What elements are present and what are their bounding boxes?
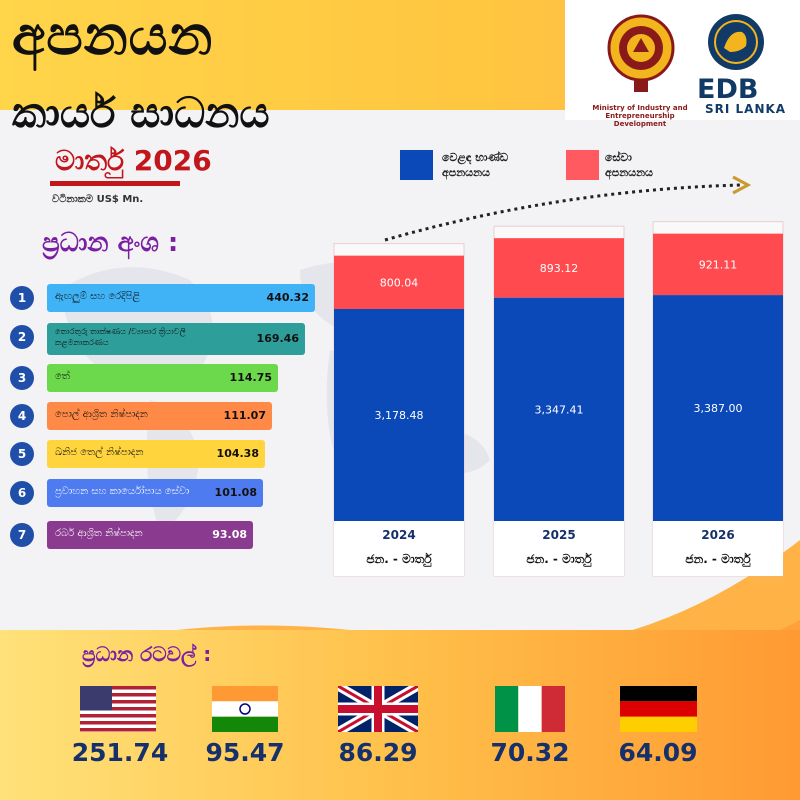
bar-merchandise-2026: [653, 295, 783, 521]
bar-services-2024: [334, 255, 464, 309]
country-value-uk: 86.29: [338, 738, 418, 767]
germany-flag-icon: [620, 686, 697, 732]
category-period-label: ජන. - මාර්තු: [366, 552, 432, 567]
sector-value: 114.75: [229, 371, 272, 384]
sector-bar: ඛනිජ තෙල් නිෂ්පාදන 104.38: [47, 440, 265, 468]
sector-value: 104.38: [216, 447, 259, 460]
legend-services-swatch: [566, 150, 599, 180]
bar-merchandise-2024: [334, 309, 464, 521]
sector-label: ඛනිජ තෙල් නිෂ්පාදන: [55, 447, 144, 458]
sector-value: 440.32: [266, 291, 309, 304]
uk-flag-icon: [338, 686, 418, 732]
bar-services-label: 893.12: [540, 262, 579, 275]
italy-flag-icon: [495, 686, 565, 732]
legend-merchandise-swatch: [400, 150, 433, 180]
edb-logo-icon: [708, 14, 764, 70]
category-period-label: ජන. - මාර්තු: [685, 552, 751, 567]
category-label-box: [653, 521, 783, 576]
category-year-label: 2024: [382, 528, 415, 542]
sector-bar: රබර් ආශ්‍රිත නිෂ්පාදන 93.08: [47, 521, 253, 549]
category-label-box: [334, 521, 464, 576]
sector-value: 93.08: [212, 528, 247, 541]
country-value-india: 95.47: [205, 738, 285, 767]
country-value-usa: 251.74: [71, 738, 169, 767]
bar-services-label: 800.04: [380, 276, 419, 289]
category-year-label: 2025: [542, 528, 575, 542]
bar-merchandise-label: 3,178.48: [375, 409, 424, 422]
bar-merchandise-label: 3,387.00: [694, 402, 743, 415]
category-label-box: [494, 521, 624, 576]
sector-label: පොල් ආශ්‍රිත නිෂ්පාදන: [55, 409, 148, 420]
trend-arrow-head: [732, 175, 752, 195]
sector-number: 1: [10, 286, 34, 310]
sector-bar: පොල් ආශ්‍රිත නිෂ්පාදන 111.07: [47, 402, 272, 430]
bar-services-2025: [494, 238, 624, 298]
usa-flag-icon: [80, 686, 156, 732]
period-label: මාර්තු 2026: [55, 144, 212, 177]
country-value-italy: 70.32: [490, 738, 570, 767]
category-period-label: ජන. - මාර්තු: [526, 552, 592, 567]
bar-merchandise-2025: [494, 297, 624, 521]
page-title: අපනයන: [12, 4, 214, 67]
sector-value: 101.08: [214, 486, 257, 499]
sector-value: 169.46: [256, 332, 299, 345]
edb-logo-text: EDB: [697, 74, 759, 105]
logo-panel: [565, 0, 800, 120]
bar-services-2026: [653, 233, 783, 296]
sri-lanka-emblem-logo: [607, 14, 675, 92]
bar-merchandise-label: 3,347.41: [535, 403, 584, 416]
ministry-logo-text: Ministry of Industry and Entrepreneurshi…: [592, 104, 688, 128]
sector-number: 4: [10, 404, 34, 428]
country-value-germany: 64.09: [618, 738, 698, 767]
sector-number: 6: [10, 481, 34, 505]
sector-label: ඇඟලුම් සහ රෙදිපිළි: [55, 291, 141, 302]
sector-number: 3: [10, 366, 34, 390]
sector-value: 111.07: [223, 409, 266, 422]
edb-logo-subtext: SRI LANKA: [705, 102, 787, 116]
legend-services-label: සේවා අපනයනය: [605, 151, 653, 179]
sectors-heading: ප්‍රධාන අංශ :: [42, 228, 179, 258]
sector-number: 2: [10, 325, 34, 349]
page-subtitle: කාර්ය සාධනය: [12, 88, 270, 137]
unit-label: වටිනාකම US$ Mn.: [52, 194, 144, 205]
sector-label: තොරතුරු තාක්ෂණය /ව්‍යාපාර ක්‍රියාවලි කළම…: [55, 327, 186, 347]
countries-heading: ප්‍රධාන රටවල් :: [82, 642, 212, 666]
legend-merchandise-label: වෙළඳ භාණ්ඩ අපනයනය: [442, 151, 509, 179]
bar-services-label: 921.11: [699, 258, 738, 271]
sector-bar: ඇඟලුම් සහ රෙදිපිළි 440.32: [47, 284, 315, 312]
category-year-label: 2026: [701, 528, 734, 542]
sector-label: ප්‍රවාහන සහ කාර්යෝපාය සේවා: [55, 486, 190, 497]
period-underline: [50, 181, 180, 186]
sector-bar: තොරතුරු තාක්ෂණය /ව්‍යාපාර ක්‍රියාවලි කළම…: [47, 323, 305, 355]
sector-number: 5: [10, 442, 34, 466]
sector-bar: තේ 114.75: [47, 364, 278, 392]
sector-bar: ප්‍රවාහන සහ කාර්යෝපාය සේවා 101.08: [47, 479, 263, 507]
sector-label: රබර් ආශ්‍රිත නිෂ්පාදන: [55, 528, 143, 539]
sector-label: තේ: [55, 371, 70, 382]
sector-number: 7: [10, 523, 34, 547]
india-flag-icon: [212, 686, 278, 732]
